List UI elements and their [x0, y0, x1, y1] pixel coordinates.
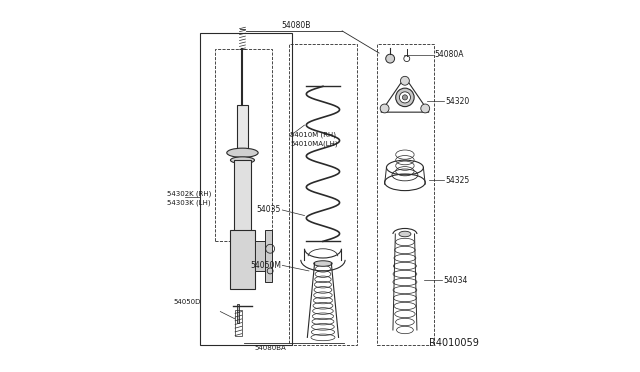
- Text: 54035: 54035: [257, 205, 281, 215]
- Ellipse shape: [314, 261, 332, 266]
- Text: 54325: 54325: [445, 176, 470, 185]
- Ellipse shape: [230, 157, 255, 163]
- Text: 54034: 54034: [444, 276, 468, 285]
- Text: 54080B: 54080B: [282, 21, 310, 30]
- Text: 54302K (RH): 54302K (RH): [167, 190, 211, 197]
- Bar: [200, 33, 292, 345]
- Bar: [237, 304, 239, 323]
- Text: 54010MA(LH): 54010MA(LH): [291, 140, 338, 147]
- Text: 54050M: 54050M: [250, 261, 281, 270]
- Bar: [235, 310, 242, 336]
- Bar: [264, 230, 272, 282]
- Ellipse shape: [399, 231, 411, 237]
- Bar: [377, 44, 435, 345]
- Circle shape: [396, 88, 414, 107]
- Bar: [230, 230, 255, 289]
- Circle shape: [420, 104, 429, 113]
- Text: R4010059: R4010059: [429, 339, 479, 349]
- Text: 54080BA: 54080BA: [254, 345, 286, 351]
- Bar: [234, 160, 251, 241]
- Circle shape: [403, 95, 408, 100]
- Circle shape: [399, 92, 410, 103]
- Circle shape: [380, 104, 389, 113]
- Text: 54010M (RH): 54010M (RH): [291, 131, 337, 138]
- Text: 54050D: 54050D: [173, 299, 201, 305]
- Text: 54320: 54320: [445, 97, 470, 106]
- Text: 54080A: 54080A: [435, 51, 464, 60]
- Circle shape: [401, 76, 410, 85]
- Bar: [255, 241, 270, 271]
- Bar: [289, 44, 357, 345]
- Ellipse shape: [227, 148, 258, 157]
- Circle shape: [386, 54, 395, 63]
- Text: 54303K (LH): 54303K (LH): [167, 199, 211, 206]
- Bar: [215, 49, 272, 241]
- Bar: [237, 105, 248, 153]
